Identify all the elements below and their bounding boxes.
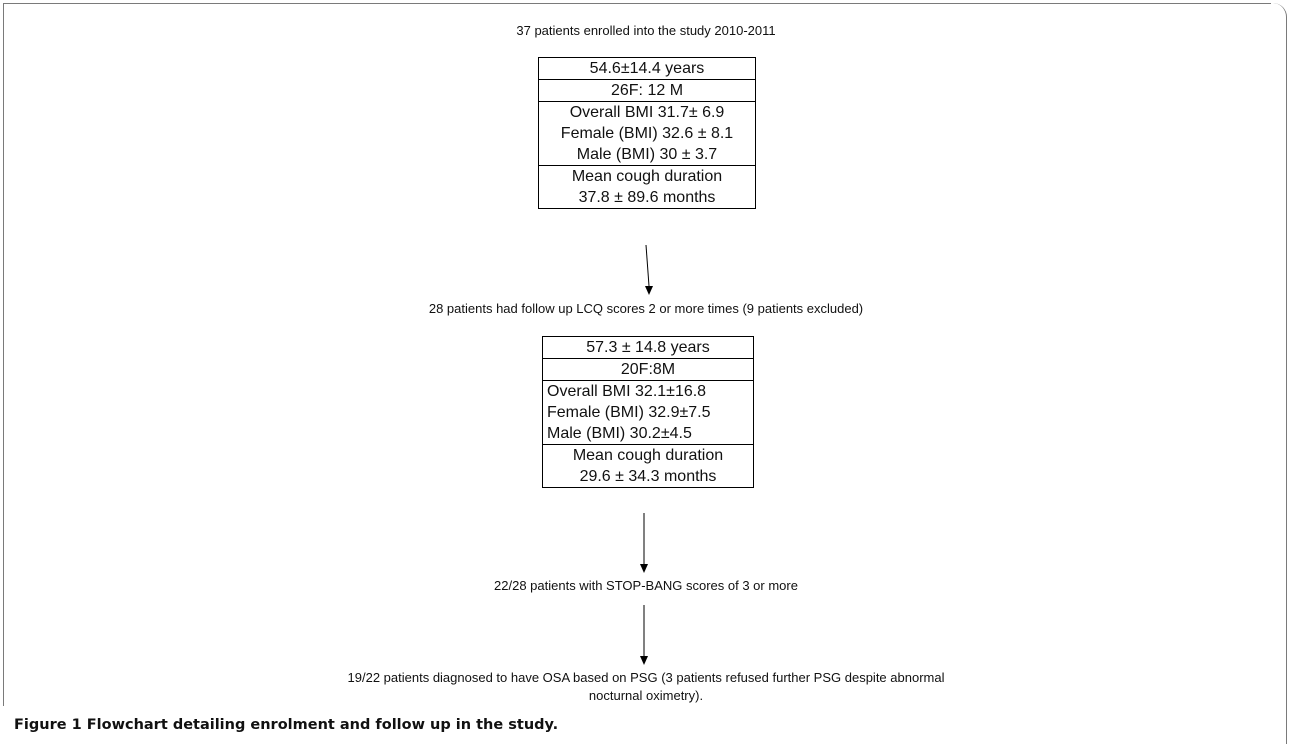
- enrolled-label: 37 patients enrolled into the study 2010…: [516, 23, 776, 38]
- followup-bmi-male: Male (BMI) 30.2±4.5: [547, 425, 692, 442]
- followup-bmi: Overall BMI 32.1±16.8 Female (BMI) 32.9±…: [543, 380, 753, 444]
- followup-stats-box: 57.3 ± 14.8 years 20F:8M Overall BMI 32.…: [542, 336, 754, 488]
- figure-caption: Figure 1 Flowchart detailing enrolment a…: [14, 717, 559, 733]
- followup-age: 57.3 ± 14.8 years: [586, 339, 710, 356]
- diagnosed-label: 19/22 patients diagnosed to have OSA bas…: [226, 669, 1066, 705]
- arrow-down-1: [645, 244, 653, 295]
- followup-sex-ratio: 20F:8M: [543, 358, 753, 380]
- enrolled-sex-ratio: 26F: 12 M: [539, 79, 755, 101]
- followup-bmi-overall: Overall BMI 32.1±16.8: [547, 383, 707, 400]
- diagnosed-line-1: 19/22 patients diagnosed to have OSA bas…: [347, 670, 945, 685]
- enrolled-cough-duration: Mean cough duration 37.8 ± 89.6 months: [539, 165, 755, 208]
- stopbang-label: 22/28 patients with STOP-BANG scores of …: [494, 578, 798, 593]
- enrolled-age: 54.6±14.4 years: [589, 60, 705, 77]
- arrow-down-3: [640, 605, 648, 665]
- followup-cough-duration: Mean cough duration 29.6 ± 34.3 months: [543, 444, 753, 487]
- enrolled-bmi: Overall BMI 31.7± 6.9 Female (BMI) 32.6 …: [539, 101, 755, 165]
- caption-background: [3, 706, 1286, 746]
- followup-label: 28 patients had follow up LCQ scores 2 o…: [428, 301, 864, 316]
- enrolled-bmi-female: Female (BMI) 32.6 ± 8.1: [560, 125, 734, 142]
- enrolled-stats-box: 54.6±14.4 years 26F: 12 M Overall BMI 31…: [538, 57, 756, 209]
- diagnosed-line-2: nocturnal oximetry).: [588, 688, 704, 703]
- enrolled-bmi-male: Male (BMI) 30 ± 3.7: [576, 146, 718, 163]
- arrow-down-2: [640, 513, 648, 573]
- followup-bmi-female: Female (BMI) 32.9±7.5: [547, 404, 711, 421]
- enrolled-bmi-overall: Overall BMI 31.7± 6.9: [569, 104, 725, 121]
- figure-frame-top-border: [3, 3, 1271, 4]
